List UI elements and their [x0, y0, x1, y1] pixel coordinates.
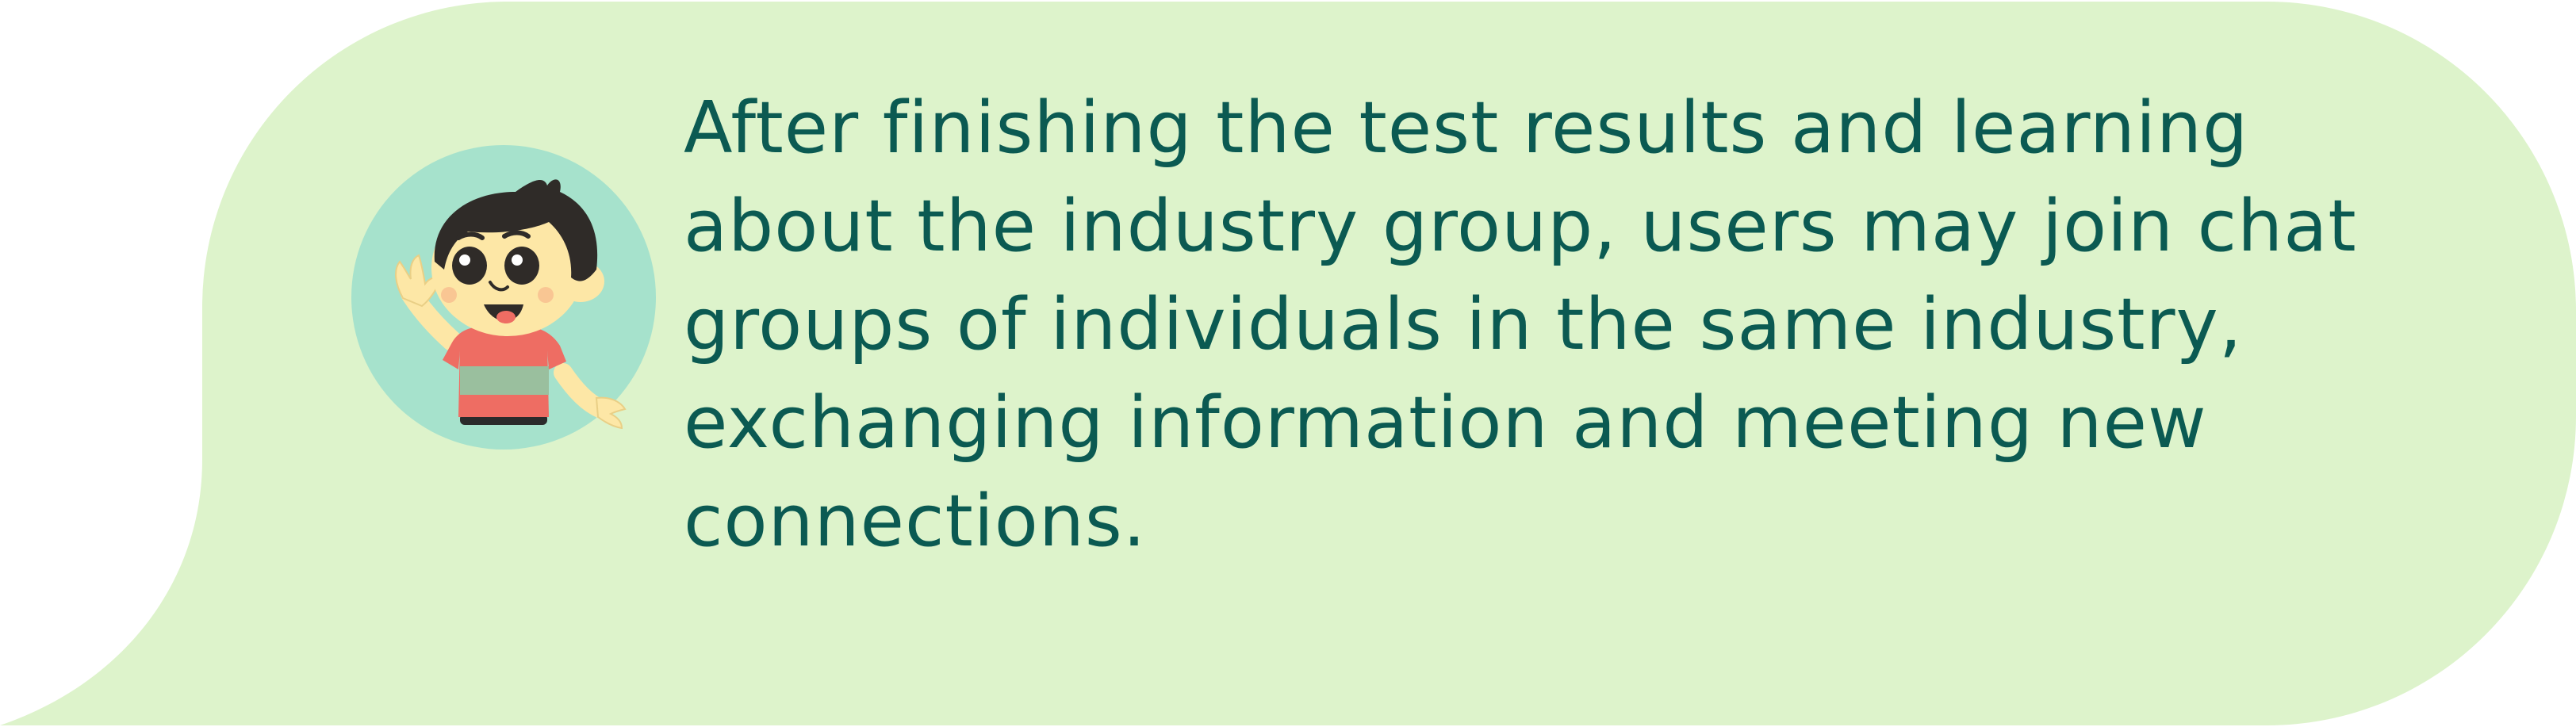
waving-boy-icon: [351, 145, 656, 450]
message-text: After finishing the test results and lea…: [684, 86, 2357, 563]
